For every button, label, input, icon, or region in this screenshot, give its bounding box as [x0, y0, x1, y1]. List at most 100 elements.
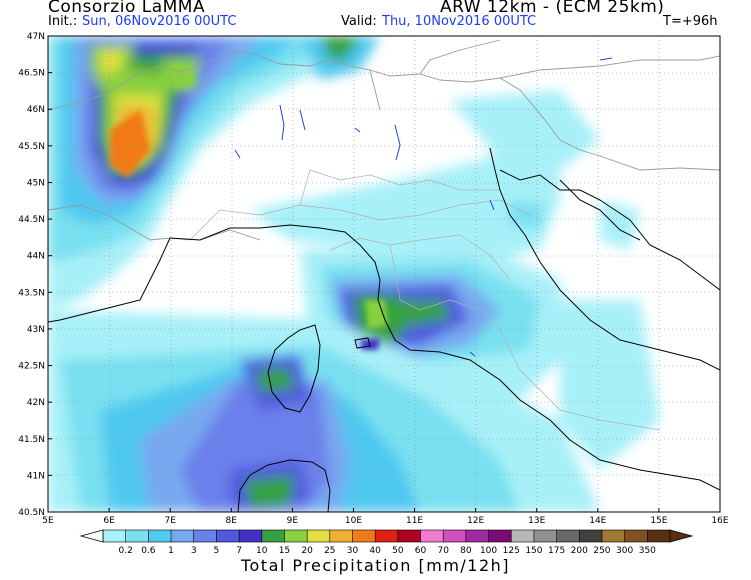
colorbar-swatch [102, 529, 127, 543]
lon-label: 15E [650, 516, 667, 526]
colorbar-label: 0.2 [119, 546, 133, 556]
colorbar-label: 7 [236, 546, 242, 556]
colorbar-swatch [510, 529, 535, 543]
colorbar-swatch [442, 529, 467, 543]
colorbar-label: 200 [571, 546, 588, 556]
colorbar-swatch [601, 529, 626, 543]
colorbar-swatch [238, 529, 263, 543]
colorbar-label: 5 [214, 546, 220, 556]
lon-label: 6E [103, 516, 115, 526]
lon-label: 12E [467, 516, 484, 526]
lat-label: 47N [27, 32, 45, 42]
sardinia [237, 459, 331, 512]
lon-label: 11E [406, 516, 423, 526]
lat-label: 42.5N [18, 362, 45, 372]
colorbar-label: 150 [525, 546, 542, 556]
colorbar-swatch [148, 529, 172, 543]
colorbar-swatch [556, 529, 580, 543]
graticule [48, 36, 720, 512]
colorbar-label: 250 [593, 546, 610, 556]
colorbar-swatch [216, 529, 240, 543]
colorbar-label: 15 [279, 546, 290, 556]
colorbar-label: 300 [616, 546, 633, 556]
org-title: Consorzio LaMMA [48, 0, 206, 17]
elba [354, 337, 371, 349]
colorbar-label: 20 [301, 546, 313, 556]
colorbar-swatch [488, 529, 512, 543]
colorbar-label: 30 [347, 546, 359, 556]
balkan-coastline [499, 169, 720, 291]
lat-label: 43.5N [18, 288, 45, 298]
axis-labels: 47N 46.5N 46N 45.5N 45N 44.5N 44N 43.5N 43N 42.5N… [18, 32, 729, 526]
colorbar-swatch [465, 529, 490, 543]
colorbar-swatch [624, 529, 648, 543]
init-label: Init.: [48, 14, 78, 29]
colorbar-swatch [261, 529, 286, 543]
lat-label: 42N [27, 398, 45, 408]
colorbar-max-arrow [669, 529, 694, 543]
colorbar-label: 80 [460, 546, 472, 556]
colorbar-label: 50 [392, 546, 404, 556]
model-title: ARW 12km - (ECM 25km) [440, 0, 665, 17]
valid-value: Thu, 10Nov2016 00UTC [382, 14, 537, 29]
header: Consorzio LaMMA ARW 12km - (ECM 25km) In… [0, 0, 751, 36]
colorbar-swatch [397, 529, 422, 543]
colorbar-min-arrow [79, 529, 104, 543]
colorbar-swatch [374, 529, 399, 543]
lat-label: 41.5N [18, 435, 45, 445]
lat-label: 41N [27, 471, 45, 481]
colorbar-swatch [647, 529, 671, 543]
colorbar-title: Total Precipitation [mm/12h] [240, 556, 511, 575]
lat-label: 46N [27, 105, 45, 115]
colorbar-label: 60 [415, 546, 427, 556]
lat-label: 45.5N [18, 142, 45, 152]
colorbar-swatch [306, 529, 331, 543]
lon-label: 7E [164, 516, 176, 526]
lon-label: 13E [528, 516, 545, 526]
colorbar-swatch [193, 529, 218, 543]
colorbar-swatch [329, 529, 354, 543]
colorbar-swatch [533, 529, 558, 543]
init-value: Sun, 06Nov2016 00UTC [82, 14, 237, 29]
colorbar-label: 10 [256, 546, 268, 556]
lon-label: 14E [589, 516, 606, 526]
corsica [267, 324, 321, 413]
colorbar-label: 125 [503, 546, 520, 556]
precipitation-field [48, 36, 660, 512]
lon-label: 9E [287, 516, 299, 526]
lakes [234, 57, 613, 357]
colorbar-label: 350 [639, 546, 656, 556]
colorbar-label: 1 [168, 546, 174, 556]
lon-label: 5E [42, 516, 54, 526]
lat-label: 45N [27, 178, 45, 188]
lon-label: 8E [226, 516, 238, 526]
colorbar-swatch [170, 529, 195, 543]
lat-label: 40.5N [18, 508, 45, 518]
map-frame [47, 35, 721, 513]
lon-label: 10E [345, 516, 362, 526]
valid-label: Valid: [341, 14, 377, 29]
colorbar-label: 0.6 [141, 546, 156, 556]
colorbar: 0.2 0.6 1 3 5 7 10 15 20 25 30 40 50 60 70 80 100 125 150 1… [79, 529, 694, 556]
colorbar-swatch [352, 529, 376, 543]
colorbar-label: 40 [369, 546, 381, 556]
lat-label: 44N [27, 252, 45, 262]
colorbar-label: 100 [480, 546, 497, 556]
forecast-step: T=+96h [663, 14, 718, 29]
geography [48, 39, 720, 512]
italy-coastline [48, 147, 720, 491]
colorbar-label: 175 [548, 546, 565, 556]
colorbar-swatch [420, 529, 444, 543]
region-borders [169, 169, 661, 431]
lat-label: 46.5N [18, 69, 45, 79]
colorbar-swatch [284, 529, 308, 543]
colorbar-label: 25 [324, 546, 335, 556]
lat-label: 44.5N [18, 215, 45, 225]
colorbar-swatch [578, 529, 603, 543]
colorbar-label: 3 [191, 546, 197, 556]
colorbar-label: 70 [437, 546, 449, 556]
national-borders [48, 39, 720, 241]
colorbar-swatch [125, 529, 149, 543]
lon-label: 16E [711, 516, 728, 526]
